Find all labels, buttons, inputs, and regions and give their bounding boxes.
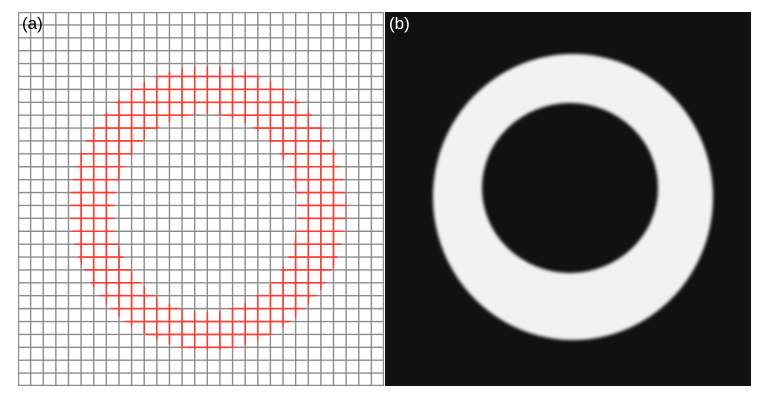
panel-label-a: (a) [22, 14, 43, 33]
mesh-grid-diagram [18, 12, 384, 386]
panel-b: (b) [385, 12, 751, 386]
ring-image [432, 53, 714, 341]
white-ring-shape [432, 53, 714, 341]
gray-grid-lines [18, 12, 384, 386]
red-ring-grid-lines [18, 12, 384, 386]
panel-a: (a) [18, 12, 384, 386]
panel-label-b: (b) [389, 14, 410, 33]
